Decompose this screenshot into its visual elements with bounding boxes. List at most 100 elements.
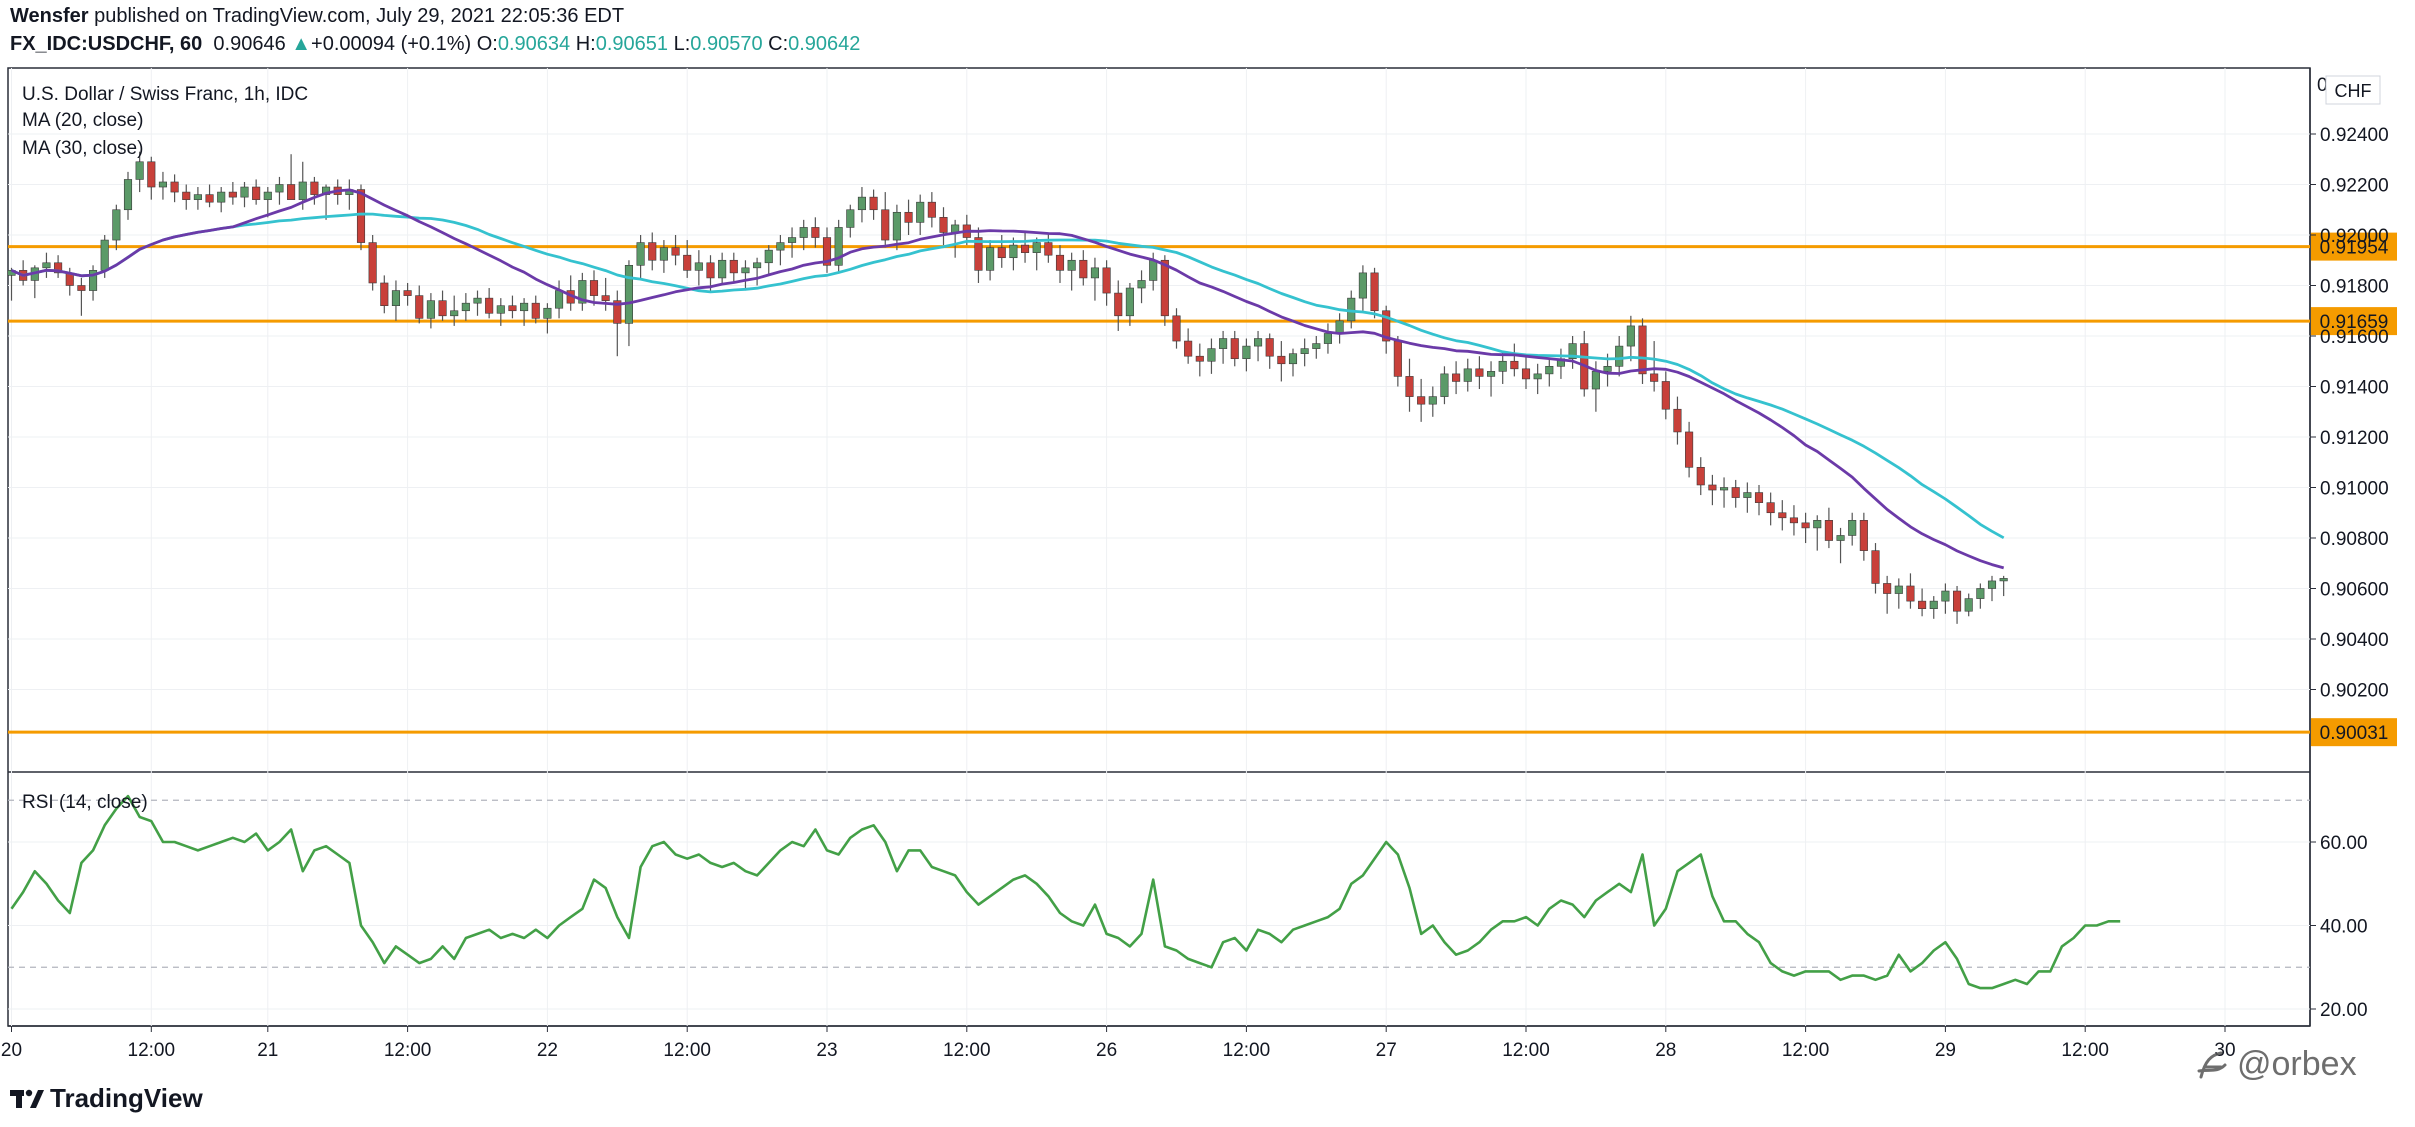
time-tick-label: 26	[1096, 1040, 1117, 1061]
candle-down	[671, 235, 680, 266]
candle-body	[1020, 244, 1030, 253]
candle-down	[287, 154, 296, 200]
candle-body	[356, 189, 366, 243]
rsi-axis[interactable]: 60.00 40.00 20.00	[2310, 833, 2368, 1021]
candle-body	[1487, 371, 1496, 377]
candle-up	[787, 227, 797, 258]
candle-body	[1661, 381, 1670, 410]
candle-down	[683, 240, 692, 278]
candle-down	[170, 174, 179, 203]
candle-body	[1731, 487, 1740, 498]
candle-body	[1044, 242, 1053, 256]
candle-body	[718, 259, 727, 279]
candle-body	[100, 239, 109, 271]
candle-body	[939, 217, 948, 233]
candle-up	[42, 252, 51, 278]
candlestick-series[interactable]	[7, 151, 2008, 624]
candle-up	[89, 265, 98, 301]
candle-down	[415, 285, 424, 324]
candle-up	[554, 280, 564, 319]
watermark-text: @orbex	[2237, 1045, 2357, 1083]
candle-body	[508, 305, 517, 312]
candle-body	[1137, 280, 1146, 289]
candle-up	[916, 194, 925, 235]
candle-down	[1778, 500, 1787, 531]
candle-up	[1323, 323, 1332, 354]
time-tick-label: 27	[1376, 1040, 1397, 1061]
candle-up	[217, 187, 226, 213]
time-tick-label: 23	[816, 1040, 837, 1061]
candle-body	[904, 211, 913, 223]
candle-body	[1801, 522, 1810, 529]
candle-body	[974, 237, 983, 271]
author-name[interactable]: Wensfer	[10, 5, 89, 27]
candle-body	[1883, 583, 1892, 594]
candle-body	[1288, 353, 1298, 365]
candle-body	[1102, 267, 1111, 294]
candle-body	[298, 181, 307, 200]
candle-body	[112, 209, 121, 241]
candle-body	[822, 237, 832, 266]
candle-up	[543, 303, 552, 334]
candle-up	[1242, 338, 1251, 372]
candle-body	[403, 290, 412, 296]
candle-up	[1545, 358, 1554, 387]
price-axis[interactable]: 0.92400 0.92200 0.92000 0.91800 0.91600 0.914…	[2310, 125, 2389, 702]
price-tick-label: 0.91600	[2320, 327, 2389, 348]
candle-body	[1475, 368, 1484, 377]
rsi-series	[10, 794, 2121, 990]
candle-body	[310, 181, 319, 195]
candle-body	[1055, 254, 1065, 271]
candle-up	[741, 260, 750, 291]
candle-body	[1114, 292, 1123, 317]
level-price-label: 0.90031	[2320, 723, 2389, 744]
candle-body	[158, 181, 167, 188]
candle-down	[1370, 267, 1379, 319]
candle-down	[1731, 479, 1740, 508]
candle-up	[1813, 515, 1822, 551]
candle-down	[822, 227, 832, 273]
rsi-tick-label: 40.00	[2320, 917, 2368, 938]
candle-down	[1789, 505, 1798, 536]
candle-down	[1417, 378, 1426, 422]
ma20-label[interactable]: MA (20, close)	[22, 110, 143, 131]
candle-up	[764, 245, 773, 276]
symbol-name[interactable]: FX_IDC:USDCHF, 60	[10, 33, 203, 55]
ma30-label[interactable]: MA (30, close)	[22, 138, 143, 159]
candle-body	[554, 290, 564, 309]
candle-body	[869, 196, 878, 211]
rsi-label[interactable]: RSI (14, close)	[22, 792, 148, 813]
candle-body	[205, 194, 214, 203]
change-up-icon: ▲	[291, 33, 312, 55]
candle-down	[1475, 356, 1484, 390]
candle-body	[1591, 371, 1600, 390]
time-tick-label: 29	[1935, 1040, 1956, 1061]
candle-down	[1382, 305, 1391, 354]
time-axis[interactable]: 20 12:00 21 12:00 22 12:00 23 12:00 26 12:00 27 12:…	[1, 1026, 2236, 1061]
currency-badge[interactable]	[2325, 75, 2381, 105]
candle-up	[1929, 596, 1938, 619]
candle-body	[624, 264, 634, 324]
candle-up	[1440, 366, 1449, 405]
candle-body	[1813, 520, 1822, 529]
candle-body	[1440, 373, 1449, 397]
candle-body	[1160, 259, 1169, 317]
candle-up	[1219, 330, 1228, 364]
candle-down	[531, 295, 540, 324]
candle-down	[1079, 250, 1088, 286]
candle-up	[1137, 270, 1146, 304]
candle-down	[1871, 543, 1880, 594]
candle-up	[193, 187, 202, 210]
level-price-badge	[2311, 232, 2397, 261]
price-tick-label: 0.90200	[2320, 681, 2389, 702]
horizontal-levels[interactable]: 0.91954 0.91659 0.90031	[8, 232, 2397, 747]
candle-up	[951, 219, 960, 258]
candle-up	[496, 298, 505, 326]
candle-body	[1172, 315, 1181, 342]
candle-up	[1568, 336, 1577, 369]
time-tick-label: 12:00	[128, 1040, 176, 1061]
candle-down	[613, 290, 622, 357]
tradingview-brand[interactable]: TradingView	[10, 1083, 203, 1114]
candle-up	[1463, 358, 1472, 392]
